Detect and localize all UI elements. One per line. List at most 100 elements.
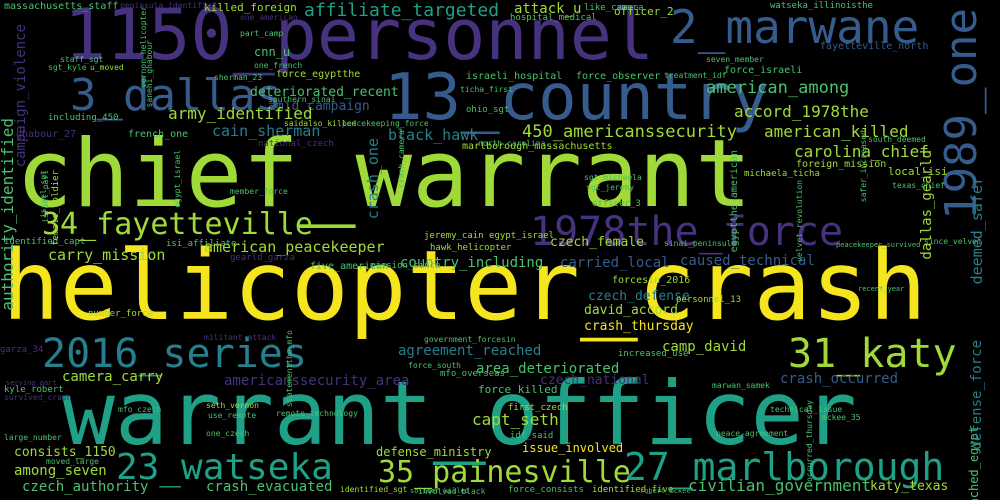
word-number-force: number_force xyxy=(88,309,154,319)
word-carried-local: carried_local xyxy=(560,255,670,271)
word-south-deemed: south_deemed xyxy=(868,135,926,144)
word-french-one: french_one xyxy=(128,129,189,140)
word-identified-capt: identified_capt xyxy=(4,237,86,247)
word-vernon-helicopter: vernon_helicopter xyxy=(139,6,148,88)
word-27-marlborough: 27_marlborough xyxy=(624,445,945,489)
word-identified-sgt: identified_sgt xyxy=(340,485,408,494)
word-sinai-peninsula: sinai_peninsula xyxy=(664,239,737,248)
word-statementthe-mfo: statementthe_mfo xyxy=(285,330,294,408)
word-north-carolina: north_carolina xyxy=(478,139,546,148)
word-1978the-force: 1978the_force xyxy=(530,209,844,255)
word-first-czech: first_czech xyxy=(508,403,568,413)
word-david-accord: david_accord xyxy=(584,303,678,318)
word-mission-since: mission_since xyxy=(370,261,441,271)
word-increased-use: increased_use xyxy=(618,349,689,359)
word-peacekeeping-force: peacekeeping_force xyxy=(342,119,429,128)
word-katy-texas: katy_texas xyxy=(870,479,949,494)
word-czech-authority: czech_authority xyxy=(22,479,149,495)
word-crash-occurred: crash_occurred xyxy=(780,371,899,387)
word-crash-one: crash_one xyxy=(364,138,382,220)
word-like-camera: like_camera xyxy=(584,3,644,13)
word-2-marwane: 2_marwane xyxy=(670,0,920,54)
word-american-among: american_among xyxy=(706,78,850,98)
word-isi-affiliate: isi_affiliate xyxy=(166,239,237,249)
word-hawk-helicopter: hawk_helicopter xyxy=(430,243,512,253)
word-31-katy: 31_katy xyxy=(788,331,957,377)
word-occurred-thursday: occurred_thursday xyxy=(805,400,814,482)
word-34-fayetteville: 34_fayetteville xyxy=(42,207,313,242)
word-fayetteville-north: fayetteville_north xyxy=(820,41,929,52)
word-moved-large: moved_large xyxy=(46,457,99,466)
word-female-soldier: female_soldier xyxy=(51,170,61,246)
word-carry-mission: carry_mission xyxy=(48,246,166,264)
word-country-including: country_including xyxy=(400,255,544,271)
word-area-deteriorated: area_deteriorated xyxy=(476,361,620,377)
word-massachusetts-staff: massachusetts_staff xyxy=(4,1,119,12)
word-egypt-israel: egypt_israel xyxy=(173,150,182,208)
word-michaela-ticha: michaela_ticha xyxy=(744,169,820,179)
word-warrant-officer: warrant_officer xyxy=(62,362,857,465)
word-army-identified: army_identified xyxy=(168,104,313,123)
word-solider-killed: solider_killed xyxy=(410,487,470,495)
word-cain-sherman: cain_sherman xyxy=(212,122,321,140)
word-one-american: one_american xyxy=(240,13,298,22)
word-including-450: including_450 xyxy=(48,113,119,123)
word-government-forcesin: government_forcesin xyxy=(424,335,516,344)
word-campaign-violence: campaign_violence xyxy=(13,24,29,168)
word-peninsula-identified: peninsula_identified xyxy=(120,1,217,10)
word-hospital-medical: hospital_medical xyxy=(510,13,597,23)
word-sgt-kyle: sgt_kyle xyxy=(48,63,87,72)
word-since-velvet: since_velvet xyxy=(924,237,982,246)
word-officer-3: officer_3 xyxy=(592,199,641,209)
word-cnn-u: cnn_u xyxy=(254,45,291,59)
word-southern-sinai: southern_sinai xyxy=(268,95,336,104)
word-use-remote: use_remote xyxy=(208,411,257,420)
word-treatment-idf: treatment_idf xyxy=(664,71,727,80)
word-camp-david: camp_david xyxy=(662,339,747,355)
word-serving-part: serving_part xyxy=(6,379,57,387)
word-peace-agreement: peace_agreement xyxy=(716,429,789,438)
word-marlborough-massachusetts: marlborough_massachusetts xyxy=(462,141,613,152)
word-czech-defense: czech_defense xyxy=(588,289,690,304)
word-foreign-mission: foreign_mission xyxy=(796,159,887,170)
word-national-czech: national_czech xyxy=(258,139,334,149)
word-remote-technology: remote_technology xyxy=(276,409,358,418)
word-black-hawk: black_hawk xyxy=(388,126,479,144)
word-u-moved: u_moved xyxy=(90,63,124,72)
word-chief-warrant: chief_warrant xyxy=(16,120,752,229)
word-crash-evacuated: crash_evacuated xyxy=(206,479,333,495)
word-officer-2: officer_2 xyxy=(614,5,674,18)
word-israeli-hospital: israeli_hospital xyxy=(466,71,563,82)
word-gearld-garza: gearld_garza xyxy=(230,253,296,263)
word-issue-involved: issue_involved xyxy=(522,441,624,455)
word-force-south: force_south xyxy=(408,361,461,370)
word-americanssecurity-area: americanssecurity_area xyxy=(224,373,410,389)
word-seven-member: seven_member xyxy=(706,55,764,64)
word-deteriorated-recent: deteriorated_recent xyxy=(250,85,399,100)
word-velvet-revolution: velvet_revolution xyxy=(795,180,804,262)
word-sgt-jeremy: sgt_jeremy xyxy=(586,183,635,192)
word-personnel-13: personnel_13 xyxy=(676,295,742,305)
word-force-egyptthe: force_egyptthe xyxy=(276,69,361,80)
word-garza-34: garza_34 xyxy=(0,345,44,355)
word-13-country: 13_country xyxy=(384,61,770,135)
word-safer-increased: safer_increased xyxy=(859,130,868,203)
word-force-observer: force_observer xyxy=(576,71,661,82)
word-agreement-reached: agreement_reached xyxy=(398,343,542,359)
word-deemed-safer: deemed_safer xyxy=(968,176,986,285)
word-mckee-35: mckee_35 xyxy=(822,413,861,422)
word-robert-mckee: robert_mckee xyxy=(640,487,691,495)
word-kyle-robert: kyle_robert xyxy=(4,385,64,395)
word-35-painesville: 35_painesville xyxy=(378,455,631,490)
word-1150-personnel: 1150_personnel xyxy=(64,0,655,76)
word-part-camp: part_camp xyxy=(240,29,284,38)
word-mfo-overseas: mfo_overseas xyxy=(440,369,506,379)
word-carolina-chief: carolina_chief xyxy=(794,142,929,161)
word-jeremy-cain: jeremy_cain egypt_israel xyxy=(424,231,555,241)
word-killed-foreign: killed_foreign xyxy=(204,1,297,14)
word-attack-u: attack_u xyxy=(514,1,582,17)
word-among-seven: among_seven xyxy=(14,463,107,479)
word-american-killed: american_killed xyxy=(764,122,909,141)
word-czech-national: czech_national xyxy=(540,373,650,388)
